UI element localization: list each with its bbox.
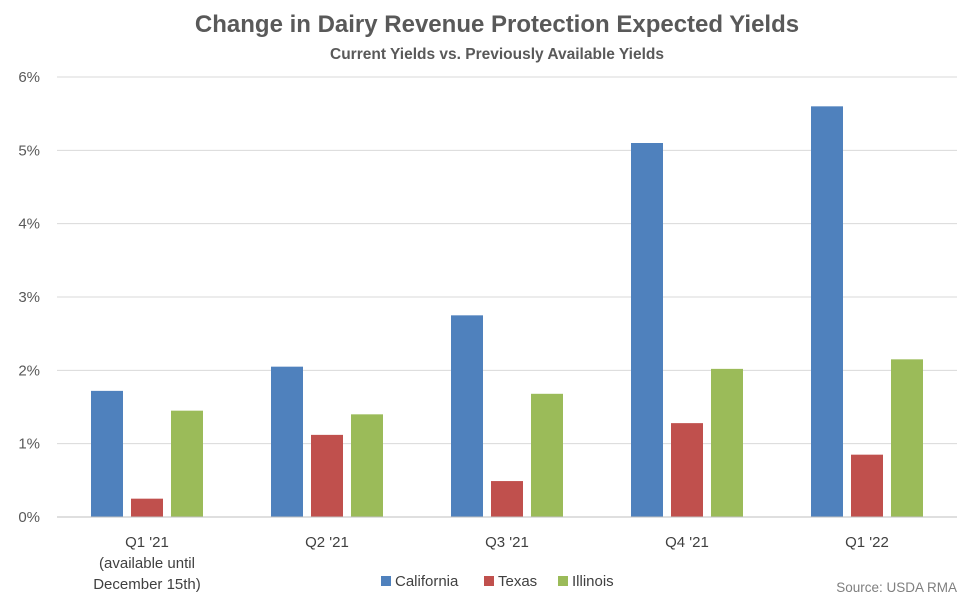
bars — [91, 106, 923, 517]
bar — [851, 454, 883, 517]
chart-title: Change in Dairy Revenue Protection Expec… — [195, 11, 799, 38]
legend-swatch — [558, 576, 568, 586]
y-tick-label: 5% — [18, 142, 40, 159]
x-tick-label: Q3 '21 — [485, 534, 529, 551]
chart-subtitle: Current Yields vs. Previously Available … — [330, 46, 664, 63]
bar — [91, 390, 123, 517]
bar — [271, 366, 303, 517]
y-tick-label: 2% — [18, 362, 40, 379]
source-note: Source: USDA RMA — [836, 580, 957, 595]
legend-label: California — [395, 573, 459, 590]
y-tick-label: 4% — [18, 216, 40, 233]
bar — [171, 410, 203, 517]
bar — [671, 423, 703, 517]
bar — [351, 414, 383, 517]
legend: California Texas Illinois — [381, 573, 614, 590]
x-axis: Q1 '21 (available until December 15th) Q2 '… — [93, 534, 889, 593]
y-tick-label: 0% — [18, 509, 40, 526]
y-tick-label: 3% — [18, 289, 40, 306]
bar — [491, 481, 523, 517]
y-tick-label: 1% — [18, 436, 40, 453]
bar — [631, 143, 663, 517]
legend-swatch — [381, 576, 391, 586]
bar — [811, 106, 843, 517]
bar — [891, 359, 923, 517]
x-tick-label: Q1 '22 — [845, 534, 889, 551]
x-tick-label: Q4 '21 — [665, 534, 709, 551]
legend-label: Illinois — [572, 573, 614, 590]
bar — [451, 315, 483, 517]
bar — [131, 498, 163, 517]
y-tick-label: 6% — [18, 69, 40, 86]
gridlines — [57, 76, 957, 445]
legend-label: Texas — [498, 573, 537, 590]
y-axis: 0% 1% 2% 3% 4% 5% 6% — [18, 69, 40, 526]
x-tick-label: Q2 '21 — [305, 534, 349, 551]
bar — [531, 393, 563, 517]
bar — [711, 368, 743, 517]
x-tick-label: Q1 '21 (available until December 15th) — [93, 534, 201, 593]
bar — [311, 434, 343, 517]
legend-swatch — [484, 576, 494, 586]
